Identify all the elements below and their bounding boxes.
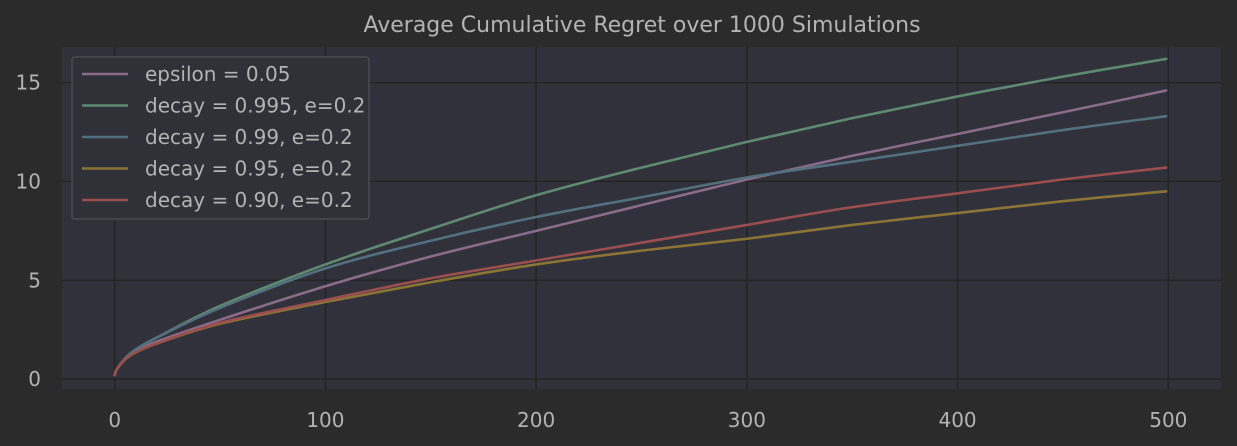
x-tick-label: 200 bbox=[517, 408, 555, 432]
x-tick-label: 500 bbox=[1149, 408, 1187, 432]
legend-label-1: decay = 0.995, e=0.2 bbox=[145, 94, 365, 118]
legend: epsilon = 0.05 decay = 0.995, e=0.2 decay … bbox=[71, 56, 370, 220]
x-tick-label: 0 bbox=[108, 408, 121, 432]
legend-label-2: decay = 0.99, e=0.2 bbox=[145, 125, 353, 149]
y-tick-label: 5 bbox=[28, 268, 41, 292]
legend-label-0: epsilon = 0.05 bbox=[145, 62, 290, 86]
legend-label-3: decay = 0.95, e=0.2 bbox=[145, 157, 353, 181]
legend-box bbox=[71, 56, 370, 220]
y-axis-ticks: 0 5 10 15 bbox=[16, 71, 41, 392]
x-tick-label: 100 bbox=[306, 408, 344, 432]
legend-label-4: decay = 0.90, e=0.2 bbox=[145, 188, 353, 212]
x-axis-ticks: 0 100 200 300 400 500 bbox=[108, 408, 1187, 432]
y-tick-label: 15 bbox=[16, 71, 41, 95]
x-tick-label: 400 bbox=[938, 408, 976, 432]
series-line-2 bbox=[113, 114, 1168, 377]
y-tick-label: 10 bbox=[16, 169, 41, 193]
x-tick-label: 300 bbox=[728, 408, 766, 432]
series-line-4 bbox=[113, 166, 1168, 377]
chart-title: Average Cumulative Regret over 1000 Simu… bbox=[363, 13, 920, 38]
y-tick-label: 0 bbox=[28, 367, 41, 391]
series-lines bbox=[113, 57, 1168, 377]
